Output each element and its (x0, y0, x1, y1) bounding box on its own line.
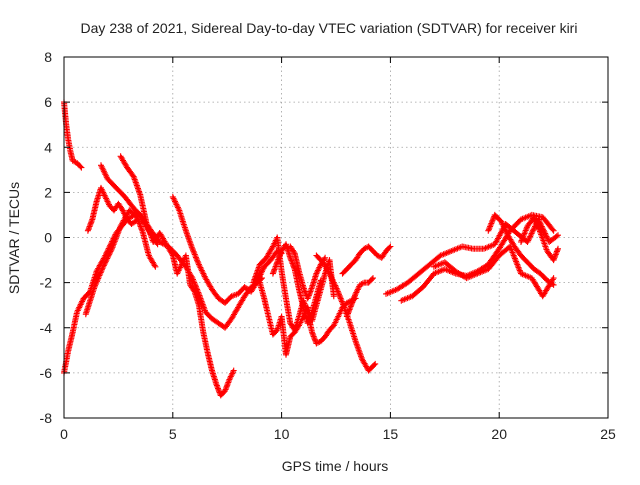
data-series (343, 275, 376, 320)
x-tick-label: 0 (60, 426, 68, 442)
data-point-markers (287, 243, 329, 302)
y-tick-label: -8 (40, 410, 53, 426)
data-point-markers (84, 184, 141, 234)
data-series (485, 211, 557, 288)
data-point-markers (383, 216, 561, 297)
y-tick-label: 0 (44, 230, 52, 246)
data-series (313, 252, 379, 374)
data-series (430, 243, 557, 300)
y-tick-label: 6 (44, 94, 52, 110)
y-axis-label: SDTVAR / TECUs (6, 182, 22, 294)
x-axis-label: GPS time / hours (282, 458, 389, 474)
data-point-markers (430, 243, 557, 300)
y-tick-label: 8 (44, 49, 52, 65)
y-tick-label: 4 (44, 139, 52, 155)
x-tick-label: 5 (169, 426, 177, 442)
data-point-markers (82, 207, 159, 318)
data-point-markers (343, 275, 376, 320)
x-tick-label: 10 (274, 426, 290, 442)
data-series (339, 243, 394, 277)
x-tick-label: 15 (383, 426, 399, 442)
data-series (269, 241, 324, 327)
data-point-markers (117, 153, 237, 399)
data-point-markers (169, 193, 285, 306)
tick-layer: 0 5 10 15 20 25 -8 -6 -4 -2 0 2 4 6 8 (40, 49, 616, 442)
data-series (383, 216, 561, 297)
y-tick-label: -2 (40, 275, 53, 291)
data-series (117, 153, 237, 399)
data-series (84, 184, 141, 234)
data-point-markers (339, 243, 394, 277)
y-tick-label: -4 (40, 320, 53, 336)
data-series (287, 243, 329, 302)
x-tick-label: 25 (600, 426, 616, 442)
data-point-markers (269, 241, 324, 327)
data-point-markers (313, 252, 379, 374)
data-point-markers (485, 211, 557, 288)
data-series (82, 207, 159, 318)
data-layer (61, 99, 561, 399)
x-tick-label: 20 (491, 426, 507, 442)
data-point-markers (518, 214, 561, 264)
y-tick-label: 2 (44, 184, 52, 200)
y-tick-label: -6 (40, 365, 53, 381)
data-series (518, 214, 561, 264)
data-series (169, 193, 285, 306)
chart-title: Day 238 of 2021, Sidereal Day-to-day VTE… (81, 20, 578, 36)
